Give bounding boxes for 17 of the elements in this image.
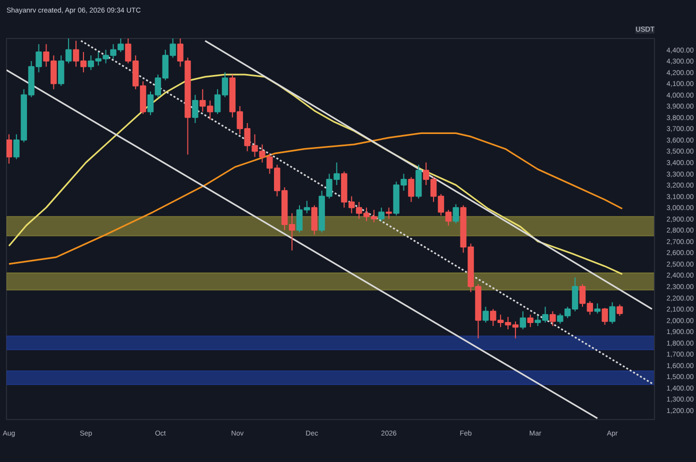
candlestick [520,310,526,330]
candlestick [482,306,489,324]
candlestick [378,207,385,222]
candlestick [527,314,534,328]
line-series [8,132,624,265]
line-series [8,74,624,275]
candlestick [602,307,608,326]
candlestick [311,204,318,236]
candlestick [550,310,556,326]
candlestick [408,176,414,202]
candlestick [616,304,623,316]
candlestick [594,302,601,314]
candlestick [6,134,12,164]
candlestick [386,207,392,220]
candlestick [192,94,198,124]
candlestick [452,204,459,224]
candlestick [609,302,616,324]
